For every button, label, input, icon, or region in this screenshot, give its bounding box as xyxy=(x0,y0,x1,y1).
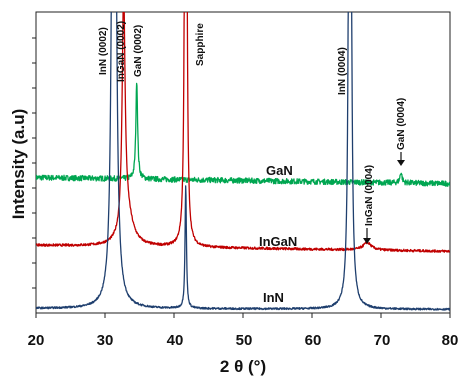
series-label-gan: GaN xyxy=(266,163,293,178)
x-tick-label-60: 60 xyxy=(305,332,322,349)
series-label-inn: InN xyxy=(263,290,284,305)
plot-frame xyxy=(32,11,451,318)
series-line-ingan xyxy=(36,12,450,253)
x-tick-label-70: 70 xyxy=(374,332,391,349)
peak-label-inn-0004: InN (0004) xyxy=(337,47,348,95)
peak-label-gan-0002: GaN (0002) xyxy=(133,25,144,77)
series-line-inn xyxy=(36,12,450,311)
peak-label-gan-0004: GaN (0004) xyxy=(396,98,407,150)
x-tick-label-80: 80 xyxy=(442,332,459,349)
peak-label-inn-0002: InN (0002) xyxy=(98,27,109,75)
y-axis-title: Intensity (a.u) xyxy=(9,109,28,220)
x-tick-label-30: 30 xyxy=(97,332,114,349)
x-tick-label-20: 20 xyxy=(28,332,45,349)
annotation-layer: InN (0002) InGaN (0002) GaN (0002) Sapph… xyxy=(98,21,407,305)
x-tick-label-50: 50 xyxy=(236,332,253,349)
x-tick-label-40: 40 xyxy=(167,332,184,349)
gan-0004-arrow-head xyxy=(397,160,405,166)
x-axis-title: 2 θ (°) xyxy=(220,357,266,376)
peak-label-sapphire: Sapphire xyxy=(195,23,206,66)
series-line-gan xyxy=(36,82,450,187)
series-label-ingan: InGaN xyxy=(259,234,297,249)
peak-label-ingan-0002: InGaN (0002) xyxy=(116,21,127,82)
peak-label-ingan-0004: InGaN (0004) xyxy=(364,165,375,226)
series-layer xyxy=(36,12,450,311)
x-tick-labels: 20 30 40 50 60 70 80 xyxy=(28,332,459,349)
ingan-0004-arrow-head xyxy=(363,238,371,244)
